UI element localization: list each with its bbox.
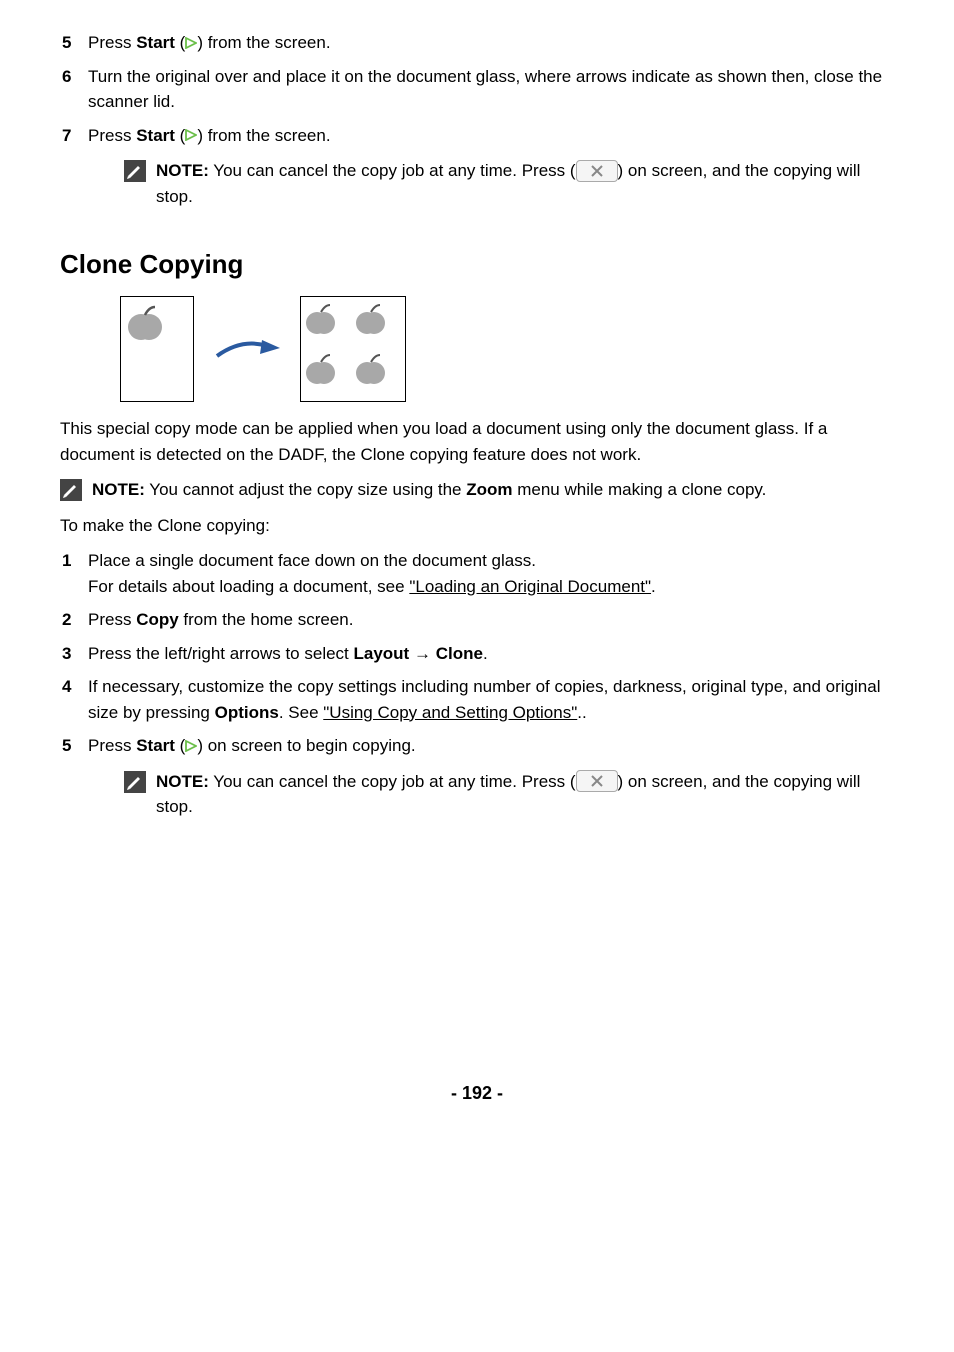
text: menu while making a clone copy. xyxy=(513,480,767,499)
to-make-label: To make the Clone copying: xyxy=(60,513,894,539)
clone-label: Clone xyxy=(436,644,483,663)
step-num: 4 xyxy=(60,674,88,725)
note-block: NOTE: You can cancel the copy job at any… xyxy=(124,158,894,209)
step-num: 6 xyxy=(60,64,88,115)
page-number: - 192 - xyxy=(60,1080,894,1107)
text: . xyxy=(483,644,488,663)
text: You can cancel the copy job at any time.… xyxy=(209,161,576,180)
text: Press xyxy=(88,610,136,629)
loading-document-link[interactable]: "Loading an Original Document" xyxy=(409,577,651,596)
note-label: NOTE: xyxy=(92,480,145,499)
text: Place a single document face down on the… xyxy=(88,548,894,574)
play-icon xyxy=(185,740,197,752)
arrow-sep: → xyxy=(414,644,436,663)
step-body: Press the left/right arrows to select La… xyxy=(88,641,894,667)
clone-step-4: 4 If necessary, customize the copy setti… xyxy=(60,674,894,725)
text-line2: For details about loading a document, se… xyxy=(88,574,894,600)
layout-label: Layout xyxy=(354,644,410,663)
note-label: NOTE: xyxy=(156,772,209,791)
note-label: NOTE: xyxy=(156,161,209,180)
clone-step-5: 5 Press Start () on screen to begin copy… xyxy=(60,733,894,759)
text: from the home screen. xyxy=(179,610,354,629)
close-icon xyxy=(576,160,618,182)
text: Press the left/right arrows to select xyxy=(88,644,354,663)
step-num: 1 xyxy=(60,548,88,599)
text: .. xyxy=(577,703,586,722)
clone-step-3: 3 Press the left/right arrows to select … xyxy=(60,641,894,667)
text: Press xyxy=(88,33,136,52)
copy-label: Copy xyxy=(136,610,179,629)
start-label: Start xyxy=(136,736,175,755)
apple-icon xyxy=(305,301,337,337)
clone-description: This special copy mode can be applied wh… xyxy=(60,416,894,467)
step-body: Press Copy from the home screen. xyxy=(88,607,894,633)
note-block: NOTE: You cannot adjust the copy size us… xyxy=(60,477,894,503)
step-num: 2 xyxy=(60,607,88,633)
step-6: 6 Turn the original over and place it on… xyxy=(60,64,894,115)
text: You can cancel the copy job at any time.… xyxy=(209,772,576,791)
step-body: Press Start () from the screen. xyxy=(88,30,894,56)
note-block: NOTE: You can cancel the copy job at any… xyxy=(124,769,894,820)
text: ) from the screen. xyxy=(197,33,330,52)
text: ) from the screen. xyxy=(197,126,330,145)
note-body: NOTE: You can cancel the copy job at any… xyxy=(156,769,894,820)
text: For details about loading a document, se… xyxy=(88,577,409,596)
pencil-icon xyxy=(124,771,146,793)
figure-clone xyxy=(300,296,406,402)
text: . xyxy=(651,577,656,596)
clone-figure xyxy=(120,296,894,402)
play-icon xyxy=(185,129,197,141)
step-num: 5 xyxy=(60,733,88,759)
pencil-icon xyxy=(124,160,146,182)
text: . See xyxy=(279,703,323,722)
text: You cannot adjust the copy size using th… xyxy=(145,480,466,499)
start-label: Start xyxy=(136,126,175,145)
apple-icon xyxy=(305,351,337,387)
close-icon xyxy=(576,770,618,792)
zoom-label: Zoom xyxy=(466,480,512,499)
step-body: If necessary, customize the copy setting… xyxy=(88,674,894,725)
note-body: NOTE: You can cancel the copy job at any… xyxy=(156,158,894,209)
step-5: 5 Press Start () from the screen. xyxy=(60,30,894,56)
step-body: Press Start () on screen to begin copyin… xyxy=(88,733,894,759)
text: ) on screen to begin copying. xyxy=(197,736,415,755)
apple-icon xyxy=(355,351,387,387)
pencil-icon xyxy=(60,479,82,501)
note-body: NOTE: You cannot adjust the copy size us… xyxy=(92,477,894,503)
options-label: Options xyxy=(215,703,279,722)
text: Press xyxy=(88,736,136,755)
step-body: Turn the original over and place it on t… xyxy=(88,64,894,115)
play-icon xyxy=(185,37,197,49)
apple-icon xyxy=(355,301,387,337)
step-body: Place a single document face down on the… xyxy=(88,548,894,599)
clone-copying-heading: Clone Copying xyxy=(60,245,894,284)
arrow-icon xyxy=(212,334,282,364)
step-num: 5 xyxy=(60,30,88,56)
step-body: Press Start () from the screen. xyxy=(88,123,894,149)
start-label: Start xyxy=(136,33,175,52)
step-num: 3 xyxy=(60,641,88,667)
clone-step-2: 2 Press Copy from the home screen. xyxy=(60,607,894,633)
text: Press xyxy=(88,126,136,145)
copy-options-link[interactable]: "Using Copy and Setting Options" xyxy=(323,703,577,722)
figure-original xyxy=(120,296,194,402)
clone-step-1: 1 Place a single document face down on t… xyxy=(60,548,894,599)
step-num: 7 xyxy=(60,123,88,149)
apple-icon xyxy=(127,303,163,343)
step-7: 7 Press Start () from the screen. xyxy=(60,123,894,149)
